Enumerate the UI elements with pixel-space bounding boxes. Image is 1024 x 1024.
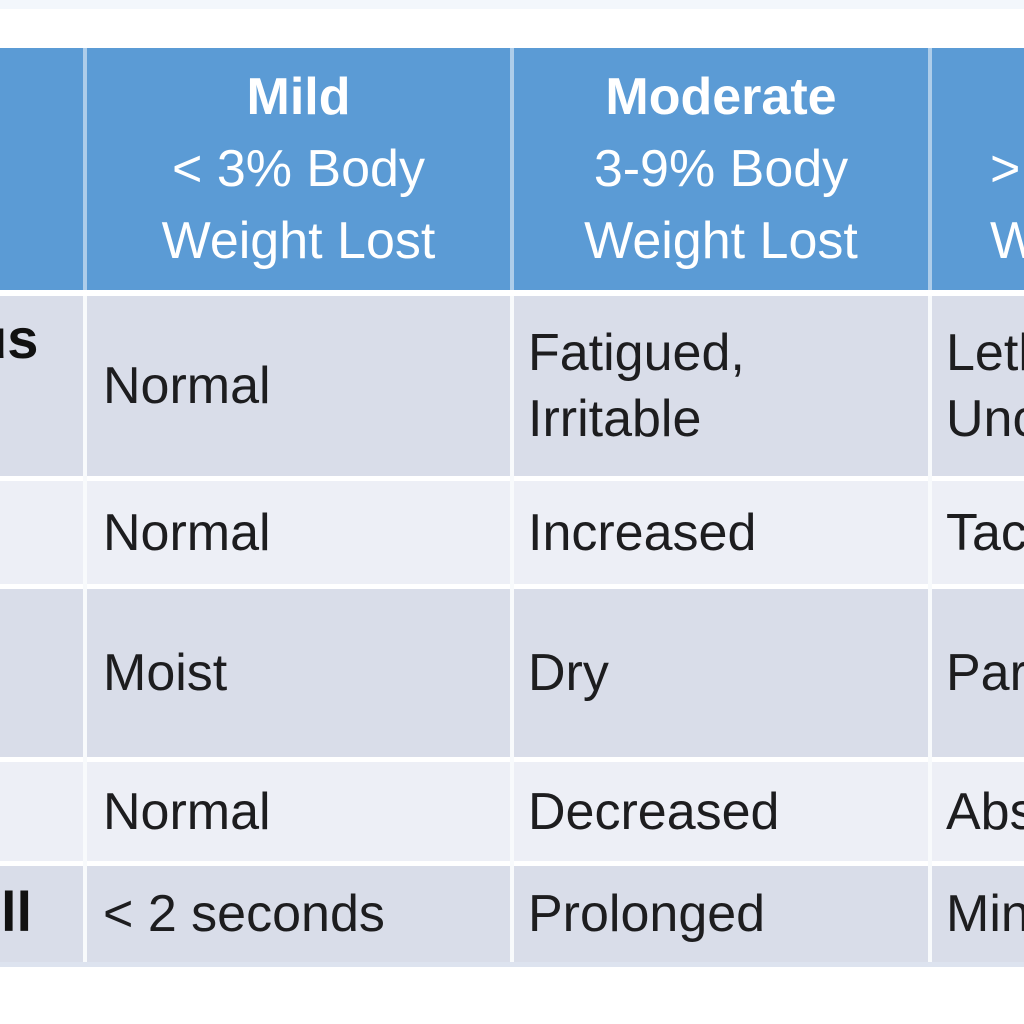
cell-text: Decreased: [528, 782, 780, 841]
cell-severe-heart-rate-truncated: Tac: [932, 481, 1024, 584]
cell-severe-capillary-refill-truncated: Min: [932, 866, 1024, 962]
header-subtitle-mild-2: Weight Lost: [161, 212, 436, 270]
cell-text: Normal: [103, 503, 271, 562]
row-label-fragment-ll: ll: [1, 880, 33, 943]
cell-mild-mental-status: Normal: [87, 296, 510, 476]
cell-moderate-mucous-membranes: Dry: [514, 589, 928, 757]
cell-moderate-mental-status: Fatigued, Irritable: [514, 296, 928, 476]
cell-text: Tac: [946, 503, 1024, 562]
header-column-divider-3: [928, 48, 932, 290]
header-cell-moderate: Moderate 3-9% Body Weight Lost: [514, 48, 928, 290]
header-subtitle-severe-fragment-1: >: [990, 140, 1021, 198]
cell-text-line-2: Irritable: [528, 390, 702, 448]
cell-text: Prolonged: [528, 885, 766, 943]
header-column-divider-2: [510, 48, 514, 290]
table-bottom-edge: [0, 962, 1024, 967]
cell-mild-tears: Normal: [87, 762, 510, 861]
cell-mild-heart-rate: Normal: [87, 481, 510, 584]
body-column-divider-1: [83, 296, 87, 962]
row-label-fragment-us: us: [0, 307, 39, 370]
cell-text: Min: [946, 885, 1024, 943]
header-subtitle-moderate-1: 3-9% Body: [593, 140, 849, 198]
cell-moderate-tears: Decreased: [514, 762, 928, 861]
body-column-divider-3: [928, 296, 932, 962]
top-edge-tint: [0, 0, 1024, 9]
body-column-divider-2: [510, 296, 514, 962]
cell-text: Increased: [528, 503, 757, 562]
header-title-moderate: Moderate: [605, 68, 837, 126]
cell-text-line-1: Leth: [946, 324, 1024, 382]
cell-text: Moist: [103, 644, 228, 702]
cell-text: Par: [946, 644, 1024, 702]
cell-moderate-capillary-refill: Prolonged: [514, 866, 928, 962]
cell-text-line-2: Unc: [946, 390, 1024, 448]
cell-text-line-1: Fatigued,: [528, 324, 745, 382]
cell-text: Dry: [528, 644, 609, 702]
header-cell-severe-truncated: > W: [932, 48, 1024, 290]
cell-severe-tears-truncated: Abs: [932, 762, 1024, 861]
cell-text: Normal: [103, 782, 271, 841]
header-title-severe-fragment: [990, 61, 1024, 133]
cell-severe-mental-status-truncated: Leth Unc: [932, 296, 1024, 476]
cell-severe-mucous-membranes-truncated: Par: [932, 589, 1024, 757]
header-title-mild: Mild: [246, 68, 351, 126]
cell-moderate-heart-rate: Increased: [514, 481, 928, 584]
cell-text: Abs: [946, 782, 1024, 841]
header-subtitle-mild-1: < 3% Body: [172, 140, 425, 198]
header-subtitle-moderate-2: Weight Lost: [584, 212, 858, 270]
header-subtitle-severe-fragment-2: W: [990, 212, 1024, 270]
cell-text: Normal: [103, 357, 271, 415]
cell-mild-capillary-refill: < 2 seconds: [87, 866, 510, 962]
header-cell-mild: Mild < 3% Body Weight Lost: [87, 48, 510, 290]
cell-mild-mucous-membranes: Moist: [87, 589, 510, 757]
header-column-divider-1: [83, 48, 87, 290]
cell-text: < 2 seconds: [103, 885, 385, 943]
